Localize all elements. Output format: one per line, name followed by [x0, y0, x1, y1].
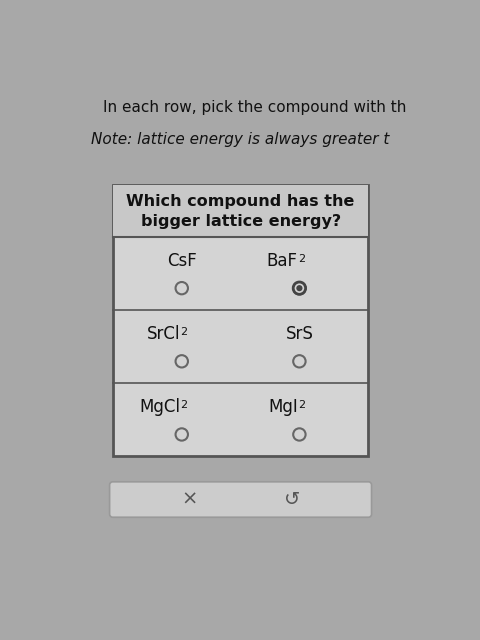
- Text: MgI: MgI: [268, 398, 298, 417]
- Text: SrCl: SrCl: [147, 325, 180, 343]
- FancyBboxPatch shape: [113, 184, 369, 237]
- FancyBboxPatch shape: [113, 184, 369, 456]
- Circle shape: [176, 355, 188, 367]
- Text: 2: 2: [298, 254, 305, 264]
- Text: 2: 2: [180, 401, 187, 410]
- Text: Note: lattice energy is always greater t: Note: lattice energy is always greater t: [91, 132, 389, 147]
- Text: ↺: ↺: [284, 490, 300, 509]
- Text: bigger lattice energy?: bigger lattice energy?: [141, 214, 341, 228]
- Text: SrS: SrS: [286, 325, 313, 343]
- Circle shape: [296, 285, 302, 291]
- Text: ×: ×: [181, 490, 198, 509]
- Text: 2: 2: [180, 327, 187, 337]
- Text: Which compound has the: Which compound has the: [126, 194, 355, 209]
- Text: BaF: BaF: [267, 252, 298, 270]
- Circle shape: [293, 282, 306, 294]
- Text: MgCl: MgCl: [139, 398, 180, 417]
- Text: 2: 2: [298, 401, 305, 410]
- Circle shape: [293, 355, 306, 367]
- Text: CsF: CsF: [167, 252, 197, 270]
- FancyBboxPatch shape: [109, 482, 372, 517]
- Circle shape: [293, 282, 306, 294]
- Text: In each row, pick the compound with th: In each row, pick the compound with th: [103, 100, 406, 115]
- Circle shape: [176, 282, 188, 294]
- Circle shape: [293, 428, 306, 440]
- Circle shape: [176, 428, 188, 440]
